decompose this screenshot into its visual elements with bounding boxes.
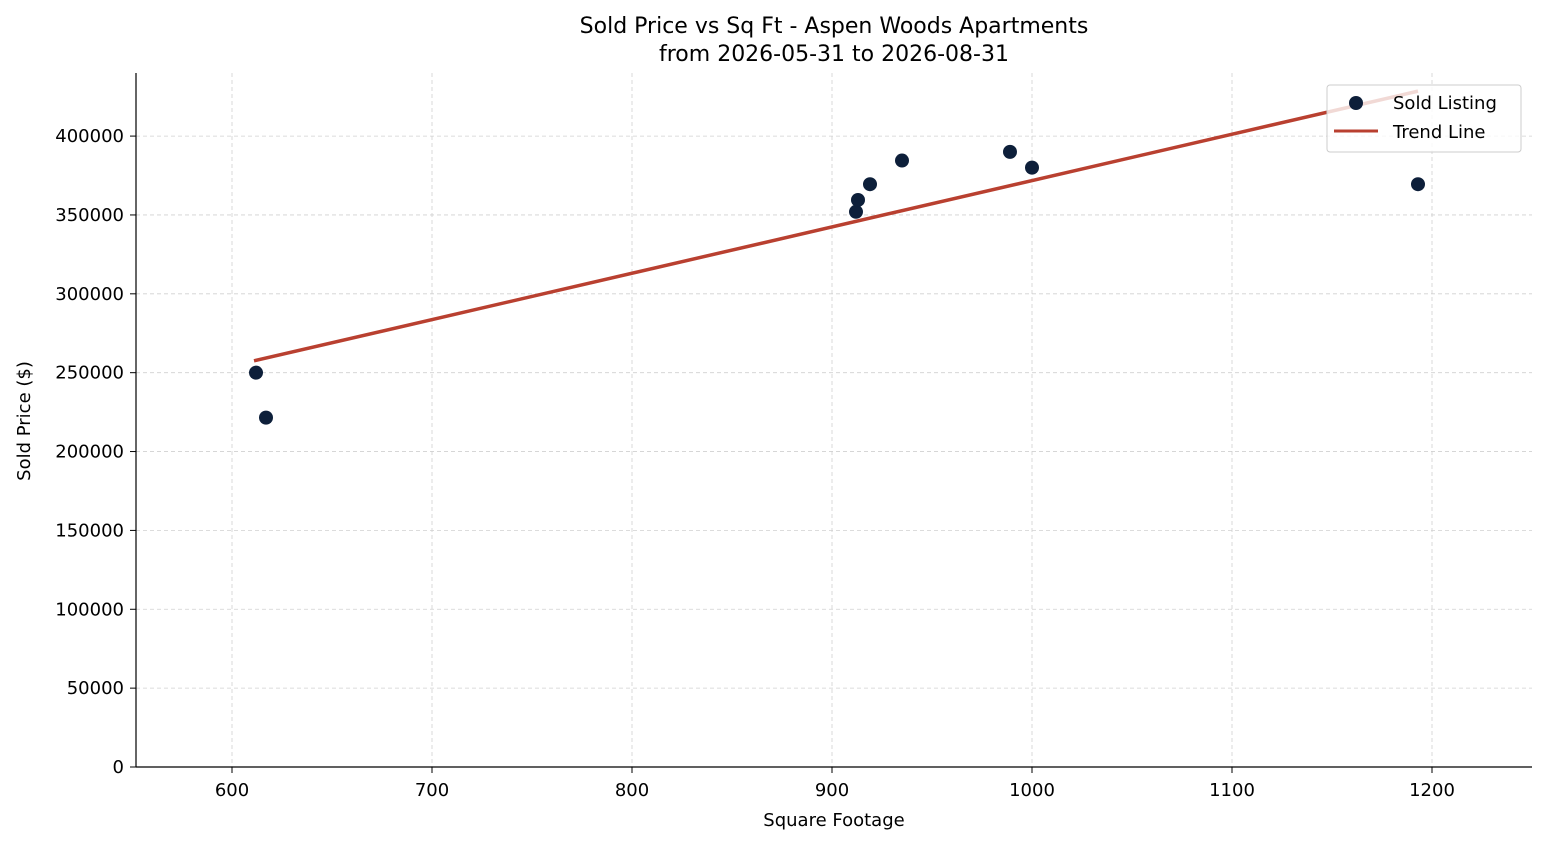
y-tick-label: 150000	[55, 520, 124, 541]
scatter-point	[863, 177, 877, 192]
y-tick-label: 0	[113, 757, 124, 778]
x-tick-label: 700	[415, 780, 449, 801]
scatter-point	[1003, 144, 1017, 159]
scatter-point	[895, 153, 909, 168]
x-axis-label: Square Footage	[763, 810, 904, 831]
chart-title: Sold Price vs Sq Ft - Aspen Woods Apartm…	[580, 14, 1089, 39]
legend: Sold Listing Trend Line	[1326, 84, 1522, 153]
grid-lines	[136, 73, 1532, 768]
y-tick-label: 300000	[55, 284, 124, 305]
trend-line-series	[253, 89, 1419, 363]
scatter-point	[849, 204, 863, 219]
scatter-point	[851, 192, 865, 207]
y-tick-label: 400000	[55, 126, 124, 147]
y-tick-label: 200000	[55, 442, 124, 463]
y-tick-label: 100000	[55, 599, 124, 620]
x-tick-label: 1000	[1009, 780, 1055, 801]
legend-marker-sold-listing	[1349, 96, 1363, 110]
x-tick-label: 800	[615, 780, 649, 801]
x-tick-label: 1100	[1209, 780, 1255, 801]
x-tick-labels: 600 700 800 900 1000 1100 1200	[215, 767, 1455, 801]
y-axis-label: Sold Price ($)	[14, 361, 35, 481]
y-tick-label: 250000	[55, 363, 124, 384]
legend-label-sold-listing: Sold Listing	[1393, 93, 1497, 114]
y-tick-label: 50000	[67, 678, 124, 699]
y-tick-label: 350000	[55, 205, 124, 226]
legend-label-trend-line: Trend Line	[1392, 122, 1486, 143]
x-tick-label: 1200	[1409, 780, 1455, 801]
scatter-point	[249, 365, 263, 380]
scatter-point	[259, 410, 273, 425]
scatter-point	[1411, 177, 1425, 192]
y-tick-labels: 0 50000 100000 150000 200000 250000 300000 3500…	[55, 126, 136, 778]
scatter-point	[1025, 160, 1039, 175]
x-tick-label: 600	[215, 780, 249, 801]
chart-subtitle: from 2026-05-31 to 2026-08-31	[659, 42, 1009, 67]
trend-line	[253, 89, 1419, 363]
legend-box	[1326, 84, 1522, 153]
scatter-series	[249, 144, 1425, 425]
axes	[135, 73, 1532, 768]
x-tick-label: 900	[815, 780, 849, 801]
